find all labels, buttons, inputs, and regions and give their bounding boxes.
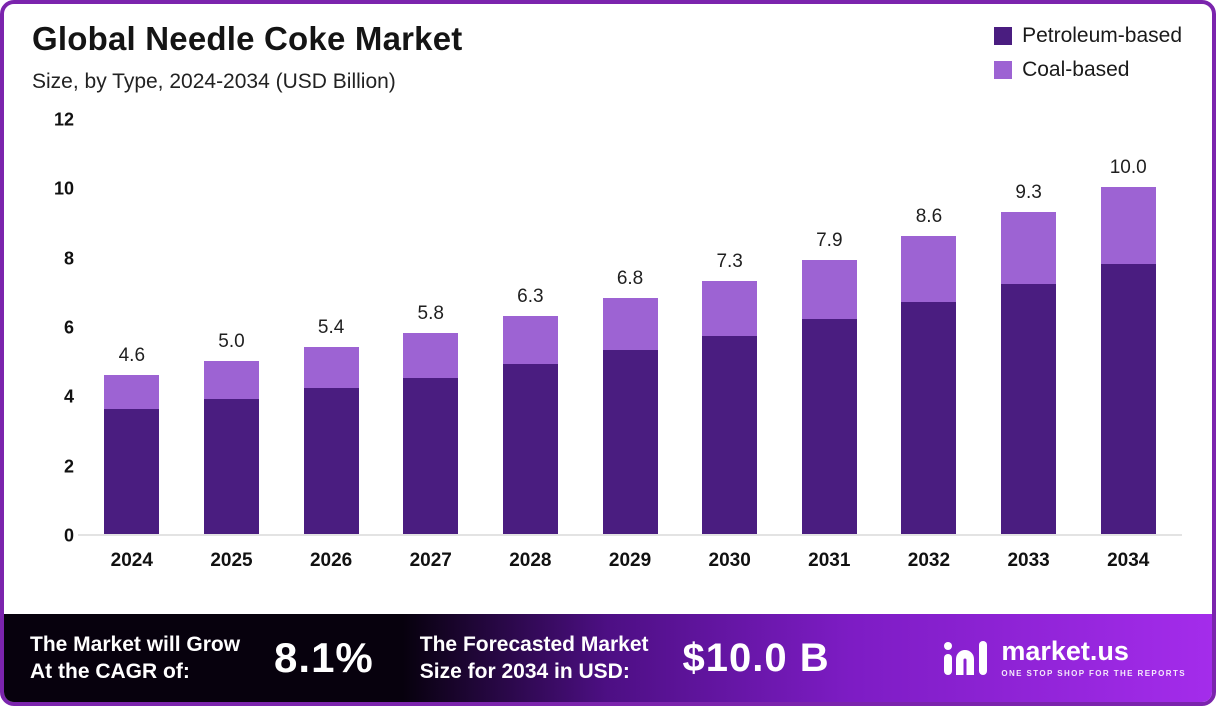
bar-value-label-2033: 9.3 — [1015, 181, 1042, 203]
coal-based-segment-2025 — [203, 360, 259, 399]
cagr-value: 8.1% — [274, 634, 374, 681]
cagr-label: The Market will Grow At the CAGR of: — [30, 631, 240, 686]
bar-group-2030: 7.3 — [680, 120, 780, 534]
y-axis-label-2: 2 — [63, 456, 74, 477]
petroleum-based-segment-2030 — [702, 336, 758, 534]
x-axis-label-2034: 2034 — [1107, 550, 1150, 571]
coal-based-segment-2026 — [303, 346, 359, 389]
petroleum-based-segment-2032 — [901, 301, 957, 534]
coal-based-segment-2024 — [104, 374, 160, 410]
coal-based-segment-2028 — [502, 315, 558, 365]
forecast-label-line2: Size for 2034 in USD: — [419, 660, 630, 683]
cagr-label-line2: At the CAGR of: — [30, 660, 190, 683]
legend: Petroleum-based Coal-based — [994, 24, 1182, 82]
bar-group-2029: 6.8 — [580, 120, 680, 534]
forecast-label: The Forecasted Market Size for 2034 in U… — [420, 631, 649, 686]
y-axis-label-4: 4 — [63, 386, 74, 407]
bar-value-label-2034: 10.0 — [1109, 157, 1147, 179]
x-axis-label-2026: 2026 — [309, 550, 353, 571]
bar-value-label-2026: 5.4 — [317, 316, 345, 338]
header: Global Needle Coke Market Size, by Type,… — [4, 4, 1212, 94]
bar-group-2031: 7.9 — [779, 120, 879, 534]
bar-group-2034: 10.0 — [1078, 120, 1178, 534]
bar-value-label-2030: 7.3 — [716, 250, 743, 272]
bar-value-label-2024: 4.6 — [118, 344, 146, 366]
coal-based-segment-2033 — [1001, 211, 1057, 285]
y-axis-label-0: 0 — [63, 525, 74, 546]
x-axis-label-2033: 2033 — [1007, 550, 1050, 571]
bar-value-label-2028: 6.3 — [517, 285, 544, 307]
coal-based-segment-2030 — [702, 280, 758, 337]
title-block: Global Needle Coke Market Size, by Type,… — [32, 20, 462, 94]
page-subtitle: Size, by Type, 2024-2034 (USD Billion) — [32, 70, 396, 93]
brand-tagline: ONE STOP SHOP FOR THE REPORTS — [1001, 669, 1186, 678]
cagr-label-line1: The Market will Grow — [30, 632, 241, 656]
x-axis-label-2024: 2024 — [110, 550, 153, 571]
petroleum-based-segment-2024 — [104, 409, 160, 534]
brand-name: market.us — [1001, 636, 1129, 666]
coal-based-segment-2031 — [801, 260, 857, 320]
bar-group-2027: 5.8 — [381, 120, 481, 534]
brand-text: market.us ONE STOP SHOP FOR THE REPORTS — [1001, 636, 1186, 679]
stacked-bar-chart: 0 2 4 6 8 10 12 4.6 5.0 5.4 5.8 6.3 6.8 7.3 7.9 8.6 9.3… — [32, 110, 1182, 572]
bar-group-2026: 5.4 — [281, 120, 381, 534]
x-axis-label-2030: 2030 — [708, 550, 751, 571]
market-us-logo-icon — [944, 641, 988, 675]
page-title: Global Needle Coke Market — [32, 20, 463, 57]
bar-value-label-2031: 7.9 — [816, 230, 843, 252]
legend-item-petroleum: Petroleum-based — [994, 24, 1182, 48]
x-axis-label-2032: 2032 — [907, 550, 951, 571]
coal-based-segment-2032 — [901, 235, 957, 302]
y-axis: 0 2 4 6 8 10 12 — [32, 110, 78, 546]
petroleum-based-segment-2031 — [801, 319, 857, 534]
petroleum-based-segment-2034 — [1100, 263, 1156, 534]
footer-banner: The Market will Grow At the CAGR of: 8.1… — [4, 614, 1212, 702]
petroleum-based-segment-2027 — [403, 378, 459, 534]
petroleum-based-segment-2033 — [1001, 284, 1057, 534]
bar-group-2025: 5.0 — [182, 120, 282, 534]
brand-logo: market.us ONE STOP SHOP FOR THE REPORTS — [943, 638, 1186, 678]
legend-label-petroleum: Petroleum-based — [1022, 24, 1182, 47]
coal-based-segment-2027 — [403, 332, 459, 378]
coal-based-segment-2029 — [602, 298, 658, 351]
x-axis-label-2029: 2029 — [608, 550, 652, 571]
petroleum-based-segment-2025 — [203, 398, 259, 534]
bars-container: 4.6 5.0 5.4 5.8 6.3 6.8 7.3 7.9 8.6 9.3 10.0 — [78, 120, 1182, 536]
bar-group-2024: 4.6 — [82, 120, 182, 534]
petroleum-based-segment-2029 — [602, 350, 658, 534]
bar-value-label-2025: 5.0 — [218, 330, 245, 352]
forecast-value: $10.0 B — [682, 635, 830, 680]
bar-group-2033: 9.3 — [979, 120, 1079, 534]
y-axis-label-6: 6 — [63, 317, 74, 338]
y-axis-label-8: 8 — [63, 248, 74, 269]
x-axis: 2024 2025 2026 2027 2028 2029 2030 2031 2032 2033… — [78, 550, 1182, 572]
x-axis-label-2028: 2028 — [509, 550, 552, 571]
y-axis-label-10: 10 — [53, 178, 74, 199]
petroleum-based-segment-2028 — [502, 364, 558, 534]
bar-value-label-2032: 8.6 — [915, 205, 943, 227]
petroleum-based-segment-2026 — [303, 388, 359, 534]
bar-group-2032: 8.6 — [879, 120, 979, 534]
bar-value-label-2027: 5.8 — [417, 302, 444, 324]
petroleum-swatch-icon — [994, 27, 1013, 45]
bar-value-label-2029: 6.8 — [616, 268, 644, 290]
x-axis-label-2025: 2025 — [210, 550, 253, 571]
coal-based-segment-2034 — [1100, 187, 1156, 264]
coal-swatch-icon — [994, 61, 1013, 79]
forecast-label-line1: The Forecasted Market — [419, 632, 649, 656]
legend-item-coal: Coal-based — [994, 58, 1182, 82]
plot-area: 4.6 5.0 5.4 5.8 6.3 6.8 7.3 7.9 8.6 9.3 10.0 2024 2… — [78, 120, 1182, 572]
x-axis-label-2027: 2027 — [409, 550, 452, 571]
x-axis-label-2031: 2031 — [808, 550, 851, 571]
y-axis-label-12: 12 — [53, 109, 74, 130]
legend-label-coal: Coal-based — [1022, 58, 1130, 81]
bar-group-2028: 6.3 — [481, 120, 581, 534]
